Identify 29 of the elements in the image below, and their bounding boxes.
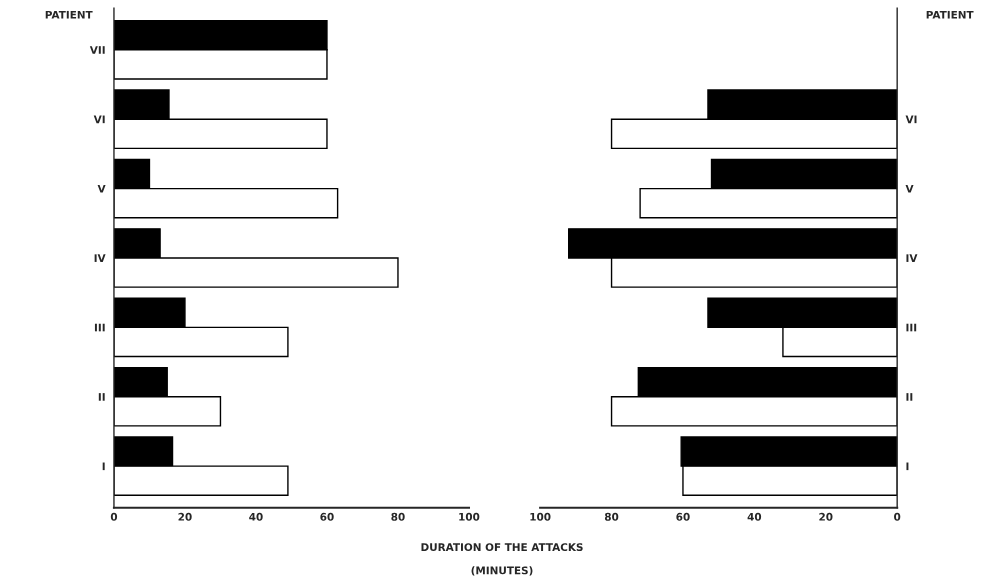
y-axis-title: PATIENT <box>926 10 974 19</box>
y-tick-label: VI <box>93 115 105 124</box>
y-tick-label: V <box>97 184 106 193</box>
text: DURATION OF THE ATTACKS <box>421 543 583 552</box>
x-tick-label: 100 <box>530 512 551 521</box>
y-tick-label: IV <box>94 254 106 262</box>
x-tick-label: 80 <box>604 512 619 521</box>
y-tick-label: III <box>94 323 105 332</box>
y-tick-label: VI <box>905 115 917 124</box>
y-tick-label: IV <box>906 254 918 262</box>
x-tick-label: 80 <box>391 512 405 521</box>
x-tick-label: 0 <box>110 512 118 521</box>
x-tick-label: 60 <box>320 512 334 521</box>
x-tick-label: 40 <box>747 512 762 521</box>
y-tick-label: V <box>905 184 914 193</box>
text: (MINUTES) <box>471 566 533 576</box>
y-axis-title: PATIENT <box>45 10 93 19</box>
x-tick-label: 40 <box>249 512 263 521</box>
y-tick-label: I <box>906 462 909 471</box>
y-tick-label: I <box>102 462 105 471</box>
y-tick-label: III <box>906 323 917 332</box>
x-tick-label: 20 <box>178 512 192 521</box>
x-tick-label: 0 <box>894 512 901 521</box>
x-tick-label: 20 <box>819 512 833 521</box>
x-tick-label: 60 <box>676 512 690 521</box>
y-tick-label: II <box>98 393 105 401</box>
x-tick-label: 100 <box>459 512 480 521</box>
y-tick-label: II <box>906 393 913 401</box>
y-tick-label: VII <box>89 46 105 54</box>
